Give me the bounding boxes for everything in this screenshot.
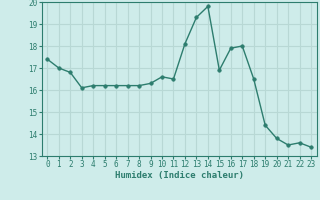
X-axis label: Humidex (Indice chaleur): Humidex (Indice chaleur) [115, 171, 244, 180]
